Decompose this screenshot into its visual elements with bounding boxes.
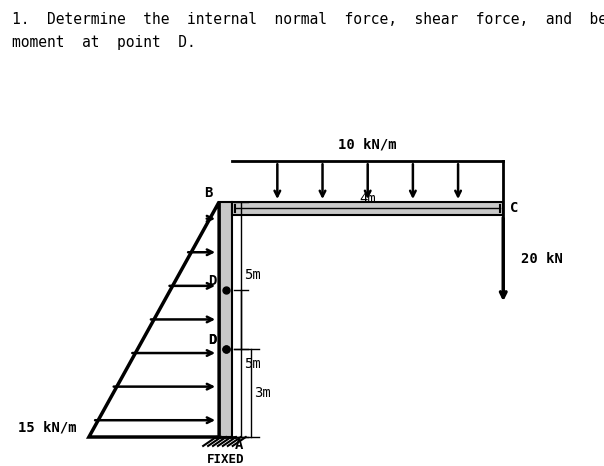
Text: D: D xyxy=(208,333,216,347)
Text: C: C xyxy=(510,201,519,215)
Text: B: B xyxy=(204,186,212,200)
Text: 15 kN/m: 15 kN/m xyxy=(18,421,77,435)
Text: 20 kN: 20 kN xyxy=(521,253,563,267)
Text: D: D xyxy=(208,274,216,288)
Bar xyxy=(232,202,503,215)
Text: A: A xyxy=(235,438,243,452)
Text: FIXED: FIXED xyxy=(207,453,245,466)
Text: 3m: 3m xyxy=(254,386,271,400)
Text: moment  at  point  D.: moment at point D. xyxy=(12,35,196,50)
Text: 4m: 4m xyxy=(359,192,376,206)
Text: 1.  Determine  the  internal  normal  force,  shear  force,  and  bending: 1. Determine the internal normal force, … xyxy=(12,12,604,27)
Text: 5m: 5m xyxy=(244,356,261,370)
Text: 5m: 5m xyxy=(244,268,261,282)
Bar xyxy=(219,202,232,437)
Text: D: D xyxy=(208,333,216,347)
Text: 10 kN/m: 10 kN/m xyxy=(338,137,397,151)
